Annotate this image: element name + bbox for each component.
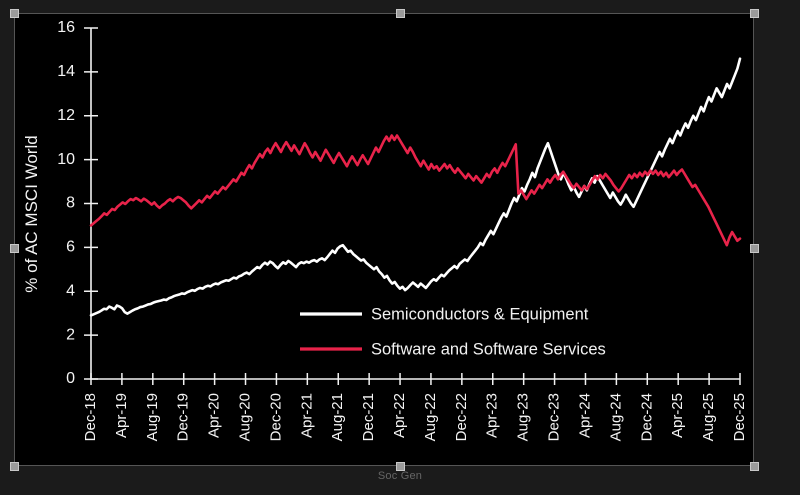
y-tick-label: 12 [57,107,75,124]
attribution-text: Soc Gen [377,470,423,482]
x-tick-label: Aug-22 [422,393,439,441]
x-axis-ticks: Dec-18 Apr-19 Aug-19 Dec-19 Apr-20 Aug-20 Dec-… [82,373,748,441]
selection-handle-bottom-center[interactable] [396,462,405,471]
x-tick-label: Apr-20 [206,393,223,438]
selection-handle-top-center[interactable] [396,9,405,18]
x-tick-label: Dec-22 [453,393,470,441]
x-tick-label: Apr-23 [484,393,501,438]
x-tick-label: Aug-21 [329,393,346,441]
selection-handle-middle-right[interactable] [750,244,759,253]
x-tick-label: Apr-24 [576,393,593,438]
y-tick-label: 8 [66,195,75,212]
y-axis-label: % of AC MSCI World [22,135,41,292]
selection-handle-top-left[interactable] [10,9,19,18]
x-tick-label: Dec-23 [546,393,563,441]
x-tick-label: Dec-20 [267,393,284,441]
selection-handle-bottom-right[interactable] [750,462,759,471]
y-tick-label: 0 [66,370,75,387]
x-tick-label: Apr-22 [391,393,408,438]
chart-figure[interactable]: % of AC MSCI World 0 2 4 6 8 10 12 14 16 Dec-18 A… [14,13,754,466]
x-tick-label: Dec-21 [360,393,377,441]
y-tick-label: 4 [66,282,75,299]
x-tick-label: Aug-20 [236,393,253,441]
legend-label-1: Semiconductors & Equipment [371,305,589,323]
x-tick-label: Dec-18 [82,393,99,441]
data-series-group [89,57,742,317]
series-line-1 [89,57,742,317]
y-tick-label: 2 [66,326,75,343]
chart-plot-area: % of AC MSCI World 0 2 4 6 8 10 12 14 16 Dec-18 A… [22,19,748,441]
y-tick-label: 16 [57,19,75,36]
x-tick-label: Dec-19 [175,393,192,441]
x-tick-label: Dec-24 [638,393,655,441]
y-tick-label: 10 [57,151,75,168]
x-tick-label: Aug-25 [700,393,717,441]
legend-label-2: Software and Software Services [371,340,606,358]
x-tick-label: Apr-25 [669,393,686,438]
x-tick-label: Aug-19 [144,393,161,441]
selection-handle-bottom-left[interactable] [10,462,19,471]
x-tick-label: Aug-24 [607,393,624,441]
chart-legend: Semiconductors & Equipment Software and S… [300,305,606,358]
y-tick-label: 6 [66,239,75,256]
x-tick-label: Dec-25 [731,393,748,441]
y-axis-ticks: 0 2 4 6 8 10 12 14 16 [57,19,98,387]
x-tick-label: Apr-21 [298,393,315,438]
selection-handle-middle-left[interactable] [10,244,19,253]
series-line-2 [89,134,742,247]
y-tick-label: 14 [57,63,75,80]
selection-handle-top-right[interactable] [750,9,759,18]
x-tick-label: Aug-23 [515,393,532,441]
x-tick-label: Apr-19 [113,393,130,438]
